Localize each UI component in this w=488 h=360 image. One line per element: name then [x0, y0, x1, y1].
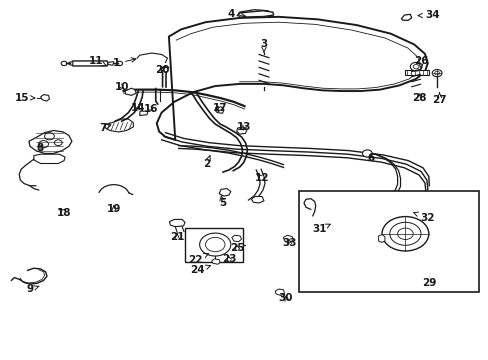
Text: 32: 32 [413, 212, 434, 222]
Text: 25: 25 [229, 243, 244, 253]
Text: 12: 12 [254, 173, 268, 183]
Text: 28: 28 [411, 93, 426, 103]
Polygon shape [29, 131, 72, 153]
Text: 18: 18 [57, 208, 71, 218]
Polygon shape [157, 17, 427, 140]
Text: 24: 24 [189, 265, 210, 275]
Text: 33: 33 [282, 238, 296, 248]
Text: 10: 10 [114, 82, 129, 92]
Text: 21: 21 [170, 232, 184, 242]
Polygon shape [211, 259, 220, 264]
Circle shape [381, 217, 428, 251]
Polygon shape [251, 197, 264, 203]
Text: 1: 1 [113, 58, 136, 68]
Text: 22: 22 [188, 253, 208, 265]
Polygon shape [405, 70, 428, 75]
Bar [299, 192, 478, 292]
Circle shape [389, 222, 420, 245]
Polygon shape [69, 62, 73, 65]
Polygon shape [169, 220, 184, 226]
Text: 19: 19 [106, 204, 121, 215]
Circle shape [409, 62, 421, 71]
Text: 4: 4 [227, 9, 245, 19]
Text: 30: 30 [278, 293, 293, 303]
Polygon shape [105, 119, 133, 132]
Polygon shape [283, 235, 293, 242]
Polygon shape [108, 62, 114, 65]
Polygon shape [125, 88, 136, 95]
Bar [184, 228, 242, 262]
Text: 31: 31 [311, 224, 329, 234]
Text: 27: 27 [431, 93, 446, 105]
Text: 26: 26 [413, 56, 427, 69]
Text: 13: 13 [237, 122, 251, 132]
Text: 23: 23 [221, 254, 236, 264]
Polygon shape [401, 14, 411, 21]
Circle shape [362, 150, 371, 157]
Circle shape [431, 69, 441, 77]
Polygon shape [140, 111, 148, 116]
Text: 15: 15 [15, 93, 35, 103]
Circle shape [199, 233, 230, 256]
Text: 34: 34 [417, 10, 439, 20]
Text: 2: 2 [203, 156, 210, 169]
Text: 11: 11 [88, 56, 106, 66]
Text: 9: 9 [27, 284, 39, 294]
Polygon shape [238, 11, 273, 17]
Text: 3: 3 [260, 40, 267, 52]
Circle shape [397, 228, 412, 239]
Polygon shape [231, 235, 241, 242]
Text: 20: 20 [155, 64, 169, 75]
Polygon shape [41, 95, 49, 101]
Polygon shape [215, 107, 224, 113]
Polygon shape [275, 289, 284, 296]
Polygon shape [378, 234, 384, 242]
Polygon shape [34, 154, 65, 163]
Text: 6: 6 [367, 153, 374, 163]
Polygon shape [236, 127, 246, 134]
Text: 7: 7 [99, 123, 111, 133]
Text: 8: 8 [36, 143, 43, 153]
Polygon shape [219, 189, 230, 196]
Text: 5: 5 [219, 195, 226, 208]
Circle shape [366, 219, 377, 227]
Text: 16: 16 [143, 104, 158, 114]
Text: 14: 14 [131, 103, 145, 113]
Polygon shape [71, 61, 108, 66]
Text: 17: 17 [212, 103, 227, 113]
Text: 29: 29 [422, 278, 436, 288]
